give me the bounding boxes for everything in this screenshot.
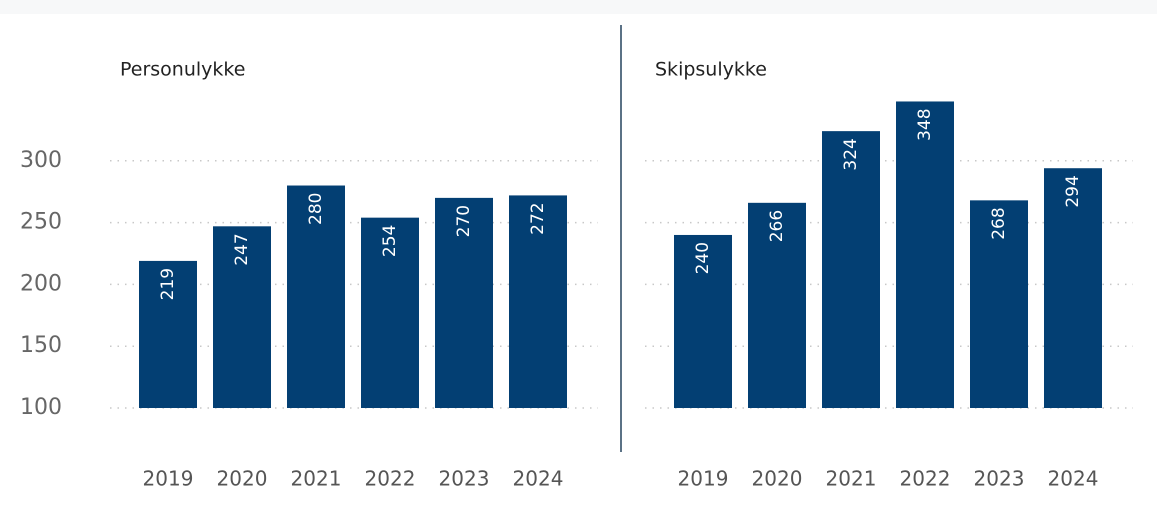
bar xyxy=(509,195,567,408)
x-tick-label: 2023 xyxy=(439,467,490,491)
x-tick-label: 2024 xyxy=(1048,467,1099,491)
value-label: 272 xyxy=(528,202,548,234)
bar xyxy=(287,185,345,408)
y-tick-label: 150 xyxy=(20,333,62,358)
bar xyxy=(435,197,493,408)
x-tick-label: 2024 xyxy=(513,467,564,491)
value-label: 270 xyxy=(454,205,474,237)
x-tick-label: 2021 xyxy=(826,467,877,491)
x-tick-label: 2022 xyxy=(900,467,951,491)
x-tick-label: 2020 xyxy=(217,467,268,491)
value-label: 240 xyxy=(693,242,713,274)
value-label: 219 xyxy=(158,268,178,300)
top-band xyxy=(0,0,1157,14)
bar xyxy=(213,226,271,408)
value-label: 254 xyxy=(380,225,400,257)
bar xyxy=(361,217,419,408)
y-tick-label: 250 xyxy=(20,210,62,235)
bar xyxy=(748,202,806,408)
chart-title: Personulykke xyxy=(120,59,245,81)
value-label: 280 xyxy=(306,193,326,225)
value-label: 268 xyxy=(989,207,1009,239)
bar xyxy=(674,234,732,408)
x-tick-label: 2020 xyxy=(752,467,803,491)
bar xyxy=(1044,168,1102,408)
y-tick-label: 200 xyxy=(20,271,62,296)
value-label: 247 xyxy=(232,233,252,265)
bar xyxy=(970,200,1028,408)
x-tick-label: 2019 xyxy=(143,467,194,491)
x-tick-label: 2023 xyxy=(974,467,1025,491)
bar xyxy=(822,131,880,409)
chart-title: Skipsulykke xyxy=(655,59,767,81)
x-tick-label: 2022 xyxy=(365,467,416,491)
value-label: 324 xyxy=(841,138,861,170)
y-tick-label: 300 xyxy=(20,148,62,173)
bar xyxy=(139,260,197,408)
value-label: 294 xyxy=(1063,175,1083,207)
bar xyxy=(896,101,954,409)
x-tick-label: 2019 xyxy=(678,467,729,491)
y-tick-label: 100 xyxy=(20,395,62,420)
value-label: 348 xyxy=(915,108,935,140)
value-label: 266 xyxy=(767,210,787,242)
x-tick-label: 2021 xyxy=(291,467,342,491)
